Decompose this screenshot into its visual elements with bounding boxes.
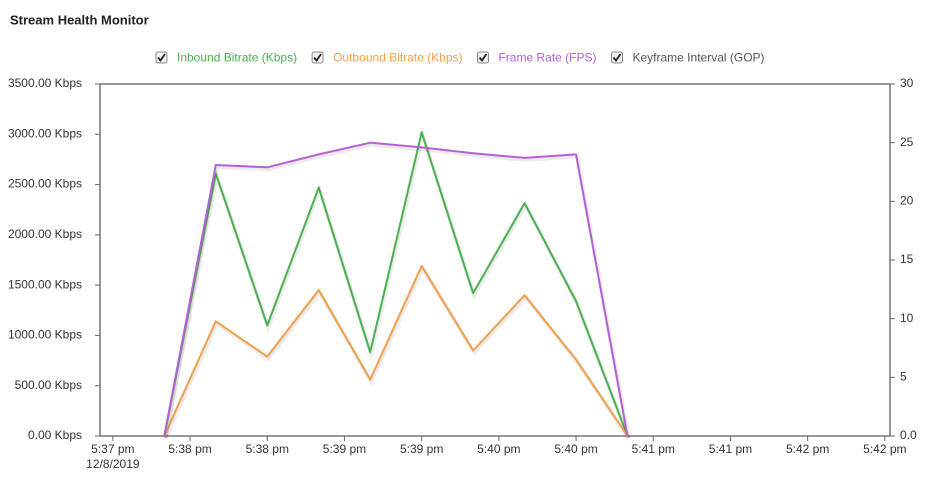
legend-item[interactable]: Outbound Bitrate (Kbps): [311, 51, 462, 65]
legend-item[interactable]: Inbound Bitrate (Kbps): [155, 51, 297, 65]
series-shadow: [163, 126, 631, 439]
y-tick-label: 3500.00 Kbps: [8, 76, 82, 90]
x-tick-label: 5:38 pm: [168, 442, 211, 456]
legend-label: Frame Rate (FPS): [498, 51, 596, 65]
x-tick-label: 5:38 pm: [246, 442, 289, 456]
series-shadow: [163, 142, 631, 439]
legend-item[interactable]: Frame Rate (FPS): [476, 51, 597, 65]
legend-item[interactable]: Keyframe Interval (GOP): [611, 51, 765, 65]
legend-label: Outbound Bitrate (Kbps): [333, 51, 462, 65]
check-mark: [313, 53, 322, 62]
y-tick-label: 0.00 Kbps: [28, 428, 82, 442]
y-tick-label: 3000.00 Kbps: [8, 126, 82, 140]
y2-tick-label: 0.0: [900, 428, 917, 442]
x-tick-label: 5:39 pm: [323, 442, 366, 456]
x-tick-label: 5:39 pm: [400, 442, 443, 456]
series-shadow: [163, 263, 631, 440]
y-tick-label: 500.00 Kbps: [15, 378, 82, 392]
y2-tick-label: 15: [900, 252, 914, 266]
check-mark: [478, 53, 488, 62]
x-tick-label: 5:40 pm: [477, 442, 520, 456]
x-tick-label: 5:42 pm: [863, 442, 906, 456]
y2-tick-label: 10: [900, 311, 914, 325]
x-tick-label: 5:42 pm: [786, 442, 829, 456]
y-tick-label: 1000.00 Kbps: [8, 328, 82, 342]
series-line: [163, 131, 629, 437]
x-tick-label: 5:40 pm: [554, 442, 597, 456]
y2-tick-label: 30: [900, 76, 914, 90]
series-line: [163, 141, 629, 437]
y2-tick-label: 25: [900, 135, 914, 149]
x-tick-label: 5:41 pm: [632, 442, 675, 456]
check-mark: [157, 53, 166, 62]
y-tick-label: 1500.00 Kbps: [8, 277, 82, 291]
chart-title: Stream Health Monitor: [10, 12, 149, 27]
x-date-label: 12/8/2019: [86, 457, 140, 471]
y-tick-label: 2000.00 Kbps: [8, 227, 82, 241]
x-tick-label: 5:37 pm: [91, 442, 134, 456]
legend-label: Keyframe Interval (GOP): [633, 51, 765, 65]
y-tick-label: 2500.00 Kbps: [8, 177, 82, 191]
y2-tick-label: 20: [900, 194, 914, 208]
series-line: [163, 265, 629, 437]
check-mark: [612, 53, 622, 62]
x-tick-label: 5:41 pm: [709, 442, 752, 456]
y2-tick-label: 5: [900, 370, 907, 384]
legend-label: Inbound Bitrate (Kbps): [177, 51, 297, 65]
